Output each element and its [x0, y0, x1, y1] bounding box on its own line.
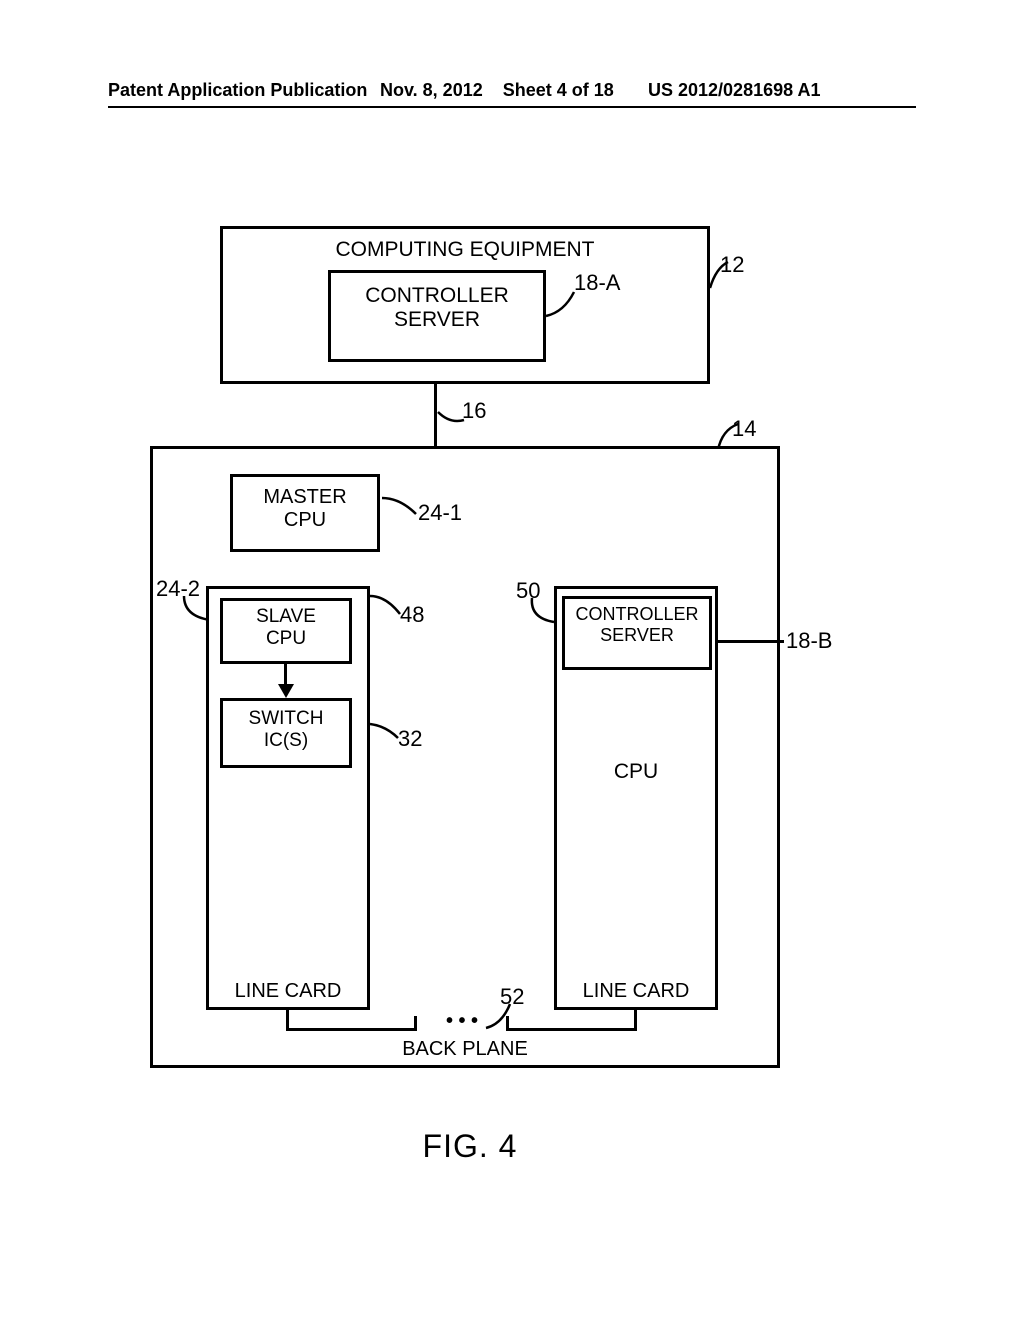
backplane-h-right	[506, 1028, 637, 1031]
ref-14: 14	[732, 416, 756, 442]
link-16	[434, 384, 437, 446]
ref-12: 12	[720, 252, 744, 278]
ref-24-2: 24-2	[156, 576, 200, 602]
controller-server-a-label: CONTROLLER SERVER	[328, 284, 546, 332]
backplane-h-left	[286, 1028, 416, 1031]
backplane-tick-left	[414, 1016, 417, 1031]
header-mid: Nov. 8, 2012 Sheet 4 of 18	[380, 80, 614, 101]
master-cpu-label: MASTER CPU	[230, 486, 380, 532]
ellipsis: • • •	[420, 1010, 504, 1033]
controller-server-b-label: CONTROLLER SERVER	[562, 604, 712, 646]
ref-24-1: 24-1	[418, 500, 462, 526]
line-card-left-label: LINE CARD	[206, 980, 370, 1003]
line-card-right-label: LINE CARD	[554, 980, 718, 1003]
ref-32: 32	[398, 726, 422, 752]
computing-equipment-title: COMPUTING EQUIPMENT	[300, 238, 630, 262]
header-right: US 2012/0281698 A1	[648, 80, 820, 101]
header-left: Patent Application Publication	[108, 80, 367, 101]
ref-18a: 18-A	[574, 270, 620, 296]
ref-48: 48	[400, 602, 424, 628]
ref-50: 50	[516, 578, 540, 604]
header-date: Nov. 8, 2012	[380, 80, 483, 100]
page: Patent Application Publication Nov. 8, 2…	[0, 0, 1024, 1320]
ref-18b: 18-B	[786, 628, 832, 654]
backplane-right-down	[634, 1010, 637, 1030]
switch-ics-label: SWITCH IC(S)	[220, 708, 352, 752]
leader-18b	[718, 640, 784, 643]
ref-52: 52	[500, 984, 524, 1010]
backplane-tick-right	[506, 1016, 509, 1031]
arrow-slave-switch	[284, 664, 287, 686]
back-plane-label: BACK PLANE	[380, 1038, 550, 1061]
figure-caption: FIG. 4	[400, 1128, 540, 1165]
slave-cpu-label: SLAVE CPU	[220, 606, 352, 650]
header-rule	[108, 106, 916, 108]
cpu-right-label: CPU	[554, 760, 718, 784]
ref-16: 16	[462, 398, 486, 424]
arrow-slave-switch-head	[278, 684, 294, 698]
backplane-left-down	[286, 1010, 289, 1030]
header-sheet: Sheet 4 of 18	[503, 80, 614, 100]
